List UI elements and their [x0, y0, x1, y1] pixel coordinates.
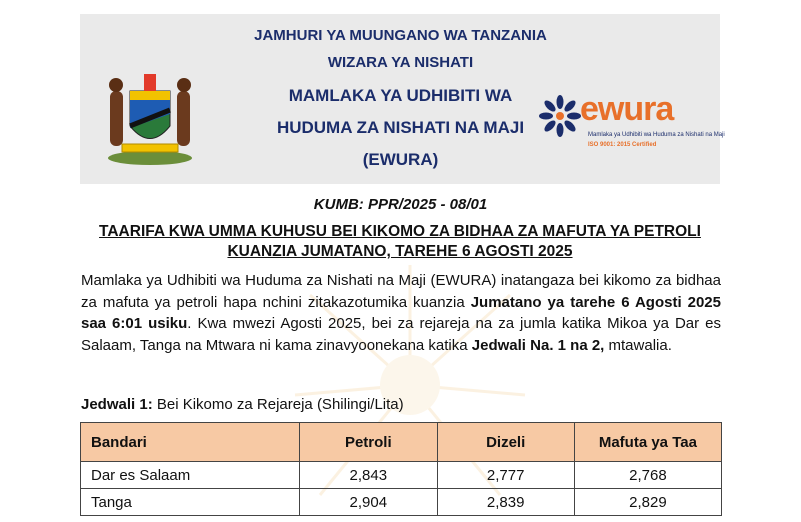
- table-row: Dar es Salaam 2,843 2,777 2,768: [79, 461, 723, 489]
- column-header-kerosene: Mafuta ya Taa: [573, 422, 723, 462]
- table-caption-label: Jedwali 1:: [81, 396, 153, 413]
- column-header-diesel: Dizeli: [436, 422, 575, 462]
- table-caption-text: Bei Kikomo za Rejareja (Shilingi/Lita): [152, 396, 404, 413]
- column-header-port: Bandari: [79, 422, 301, 462]
- paragraph-text-2: . Kwa mwezi Agosti 2025, bei za rejareja…: [81, 315, 722, 354]
- ewura-tagline: Mamlaka ya Udhibiti wa Huduma za Nishati…: [588, 132, 725, 138]
- header-line-acronym: (EWURA): [362, 150, 439, 169]
- cell-port: Dar es Salaam: [79, 461, 301, 489]
- coat-of-arms-icon: [108, 74, 192, 165]
- ewura-logo: ewura Mamlaka ya Udhibiti wa Huduma za N…: [538, 90, 725, 152]
- cell-port: Tanga: [79, 488, 301, 516]
- header-line-authority-1: MAMLAKA YA UDHIBITI WA: [288, 86, 513, 105]
- cell-kerosene: 2,768: [573, 461, 723, 489]
- column-header-petrol: Petroli: [299, 422, 438, 462]
- cell-kerosene: 2,829: [573, 488, 723, 516]
- cell-diesel: 2,777: [436, 461, 575, 489]
- header-line-country: JAMHURI YA MUUNGANO WA TANZANIA: [254, 27, 547, 44]
- cell-diesel: 2,839: [436, 488, 575, 516]
- notice-title: TAARIFA KWA UMMA KUHUSU BEI KIKOMO ZA BI…: [99, 223, 701, 260]
- notice-paragraph: Mamlaka ya Udhibiti wa Huduma za Nishati…: [81, 270, 721, 356]
- table-caption: Jedwali 1: Bei Kikomo za Rejareja (Shili…: [81, 396, 404, 413]
- ewura-star-icon: [539, 95, 581, 137]
- table-header-row: Bandari Petroli Dizeli Mafuta ya Taa: [79, 422, 723, 462]
- header-line-authority-2: HUDUMA ZA NISHATI NA MAJI: [276, 118, 525, 137]
- table-row: Tanga 2,904 2,839 2,829: [79, 488, 723, 516]
- paragraph-bold-date: Jumatano ya tarehe 6 Agosti 2025 saa 6:0…: [81, 293, 721, 333]
- retail-price-table: Bandari Petroli Dizeli Mafuta ya Taa Dar…: [79, 422, 723, 516]
- header-line-ministry: WIZARA YA NISHATI: [327, 54, 474, 71]
- ewura-certification: ISO 9001: 2015 Certified: [588, 142, 657, 148]
- paragraph-text-3: mtawalia.: [604, 336, 672, 354]
- cell-petrol: 2,904: [299, 488, 438, 516]
- cell-petrol: 2,843: [299, 461, 438, 489]
- reference-number: KUMB: PPR/2025 - 08/01: [313, 196, 488, 213]
- paragraph-bold-tables: Jedwali Na. 1 na 2,: [471, 336, 605, 354]
- paragraph-text-1: Mamlaka ya Udhibiti wa Huduma za Nishati…: [81, 272, 721, 311]
- ewura-wordmark: ewura: [580, 90, 674, 128]
